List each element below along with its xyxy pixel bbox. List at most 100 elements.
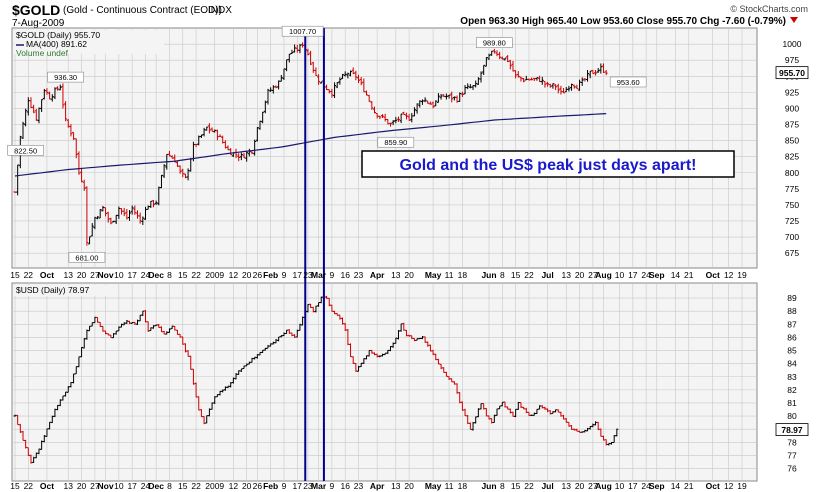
volume-legend-label: Volume undef (16, 48, 69, 58)
x-tick-label: 18 (458, 270, 468, 280)
x-tick-label: Feb (263, 270, 278, 280)
x-tick-label: 13 (391, 270, 401, 280)
x-tick-label: 22 (524, 270, 534, 280)
ohlc-bar (128, 210, 132, 221)
callout-label: 989.80 (483, 39, 506, 48)
ohlc-bar (530, 414, 534, 416)
x-tick-label: 10 (615, 481, 625, 491)
ohlc-bar (546, 81, 550, 87)
ohlc-bar (90, 223, 94, 237)
x-tick-label: 27 (588, 481, 598, 491)
x-tick-label: 8 (167, 270, 172, 280)
ohlc-bar (239, 152, 243, 161)
x-tick-label: Jul (541, 270, 553, 280)
ohlc-bar (359, 77, 363, 86)
price-callout: 953.60 (609, 76, 647, 88)
x-tick-label: 19 (737, 481, 747, 491)
x-tick-label: Feb (263, 481, 278, 491)
usd-last-price-marker: 78.97 (775, 423, 809, 436)
ohlc-bar (282, 68, 286, 81)
x-tick-label: 27 (588, 270, 598, 280)
x-tick-label: Dec (148, 481, 164, 491)
ohlc-bar (604, 69, 608, 76)
x-tick-label: 24 (141, 481, 151, 491)
x-tick-label: Nov (98, 481, 114, 491)
ohlc-bar (309, 50, 313, 66)
x-tick-label: 20 (575, 270, 585, 280)
x-tick-label: 15 (178, 270, 188, 280)
x-tick-label: 9 (330, 481, 335, 491)
ohlc-bar (351, 67, 355, 75)
ohlc-bar (80, 168, 84, 183)
x-tick-label: 24 (641, 481, 651, 491)
x-tick-label: 2009 (205, 481, 224, 491)
y-tick-label: 975 (785, 55, 799, 65)
x-tick-label: 21 (684, 270, 694, 280)
ohlc-bar (253, 139, 257, 156)
ohlc-bar (266, 88, 270, 105)
ohlc-bar (615, 428, 619, 437)
x-tick-label: 16 (340, 270, 350, 280)
ohlc-bar (349, 70, 353, 77)
gold-grid (12, 28, 757, 268)
ohlc-bar (330, 88, 334, 98)
ohlc-bar (554, 84, 558, 90)
y-tick-label: 76 (787, 464, 797, 474)
y-tick-label: 87 (787, 319, 797, 329)
gold-callouts: 936.30 822.50 681.00 1007.70 859.90 989.80 953… (7, 25, 647, 263)
ohlc-bar (498, 51, 502, 60)
x-tick-label: Mar (311, 481, 327, 491)
y-tick-label: 80 (787, 411, 797, 421)
ohlc-bar (178, 165, 182, 174)
ohlc-bar (32, 104, 36, 114)
x-tick-label: 27 (90, 270, 100, 280)
ohlc-bar (436, 93, 440, 103)
ohlc-bar (61, 83, 65, 109)
gold-last-price-marker: 955.70 (775, 66, 809, 80)
x-tick-label: 12 (229, 270, 239, 280)
x-tick-label: May (425, 270, 442, 280)
gold-price-bars (13, 42, 608, 246)
x-tick-label: 15 (511, 481, 521, 491)
x-tick-label: 15 (511, 270, 521, 280)
x-tick-label: Sep (649, 270, 665, 280)
usd-price-bars (13, 295, 619, 464)
y-tick-label: 83 (787, 372, 797, 382)
ohlc-bar (287, 53, 291, 63)
ohlc-bar (575, 84, 579, 90)
x-tick-label: 10 (615, 270, 625, 280)
ohlc-bar (391, 120, 395, 126)
y-tick-label: 725 (785, 216, 799, 226)
symbol-title: $GOLD (12, 2, 60, 18)
ohlc-bar (130, 205, 134, 215)
ohlc-bar (474, 80, 478, 88)
callout-box (281, 25, 324, 37)
stockcharts-watermark: © StockCharts.com (730, 4, 808, 14)
x-tick-label: 10 (114, 270, 124, 280)
callout-label: 936.30 (54, 73, 77, 82)
ohlc-bar (112, 220, 116, 223)
x-tick-label: 24 (141, 270, 151, 280)
x-tick-label: 26 (253, 270, 263, 280)
x-tick-label: Apr (370, 270, 385, 280)
ohlc-bar (357, 74, 361, 84)
ohlc-bar (274, 85, 278, 89)
x-tick-label: 13 (562, 481, 572, 491)
ohlc-bar (373, 106, 377, 114)
y-tick-label: 85 (787, 346, 797, 356)
x-tick-label: 17 (293, 270, 303, 280)
x-tick-label: Dec (148, 270, 164, 280)
ohlc-bar (306, 48, 310, 56)
ohlc-bar (458, 92, 462, 102)
x-tick-label: 22 (24, 481, 34, 491)
x-tick-label: 20 (242, 270, 252, 280)
x-tick-label: 13 (64, 270, 74, 280)
down-arrow-icon (790, 17, 798, 23)
ohlc-bar (423, 97, 427, 103)
y-tick-label: 675 (785, 248, 799, 258)
price-callout: 859.90 (377, 136, 415, 148)
ohlc-bar (500, 56, 504, 60)
